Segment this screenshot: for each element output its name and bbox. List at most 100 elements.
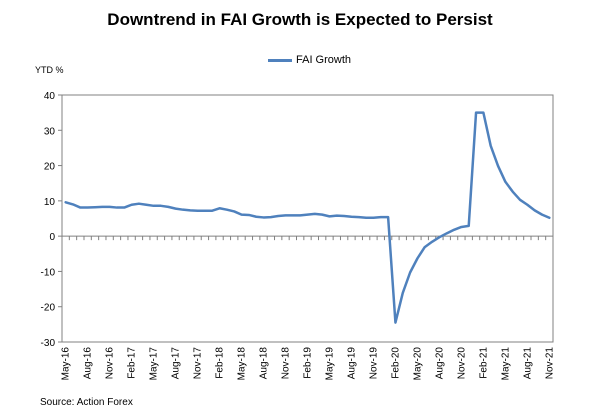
data-point bbox=[270, 216, 272, 218]
series-layer bbox=[64, 111, 551, 324]
data-point bbox=[211, 209, 214, 212]
data-point bbox=[145, 203, 148, 206]
data-point bbox=[94, 206, 96, 209]
data-point bbox=[72, 203, 74, 206]
x-tick-label: Nov-21 bbox=[544, 347, 555, 380]
data-point bbox=[533, 209, 536, 212]
series-line-fai-growth bbox=[64, 111, 551, 324]
data-point bbox=[357, 216, 360, 218]
data-point bbox=[152, 204, 155, 207]
x-tick-label: May-19 bbox=[324, 347, 335, 381]
data-point bbox=[482, 111, 485, 114]
y-tick-label: 30 bbox=[44, 126, 56, 137]
data-point bbox=[416, 257, 419, 260]
data-point bbox=[460, 226, 463, 228]
y-tick-label: 0 bbox=[49, 232, 55, 243]
x-tick-label: May-18 bbox=[237, 347, 248, 381]
x-tick-label: Nov-17 bbox=[193, 347, 204, 380]
x-tick-label: Nov-19 bbox=[368, 347, 379, 380]
data-point bbox=[497, 165, 499, 167]
y-tick-label: -20 bbox=[41, 303, 56, 314]
data-point bbox=[445, 232, 448, 235]
x-tick-label: Feb-18 bbox=[215, 347, 226, 379]
data-point bbox=[174, 207, 177, 210]
data-point bbox=[79, 206, 82, 209]
legend-label-fai-growth: FAI Growth bbox=[296, 54, 352, 66]
data-point bbox=[292, 214, 294, 217]
data-point bbox=[431, 240, 433, 243]
x-tick-label: Feb-21 bbox=[478, 347, 489, 379]
data-point bbox=[138, 202, 140, 205]
data-point bbox=[130, 203, 133, 206]
data-point bbox=[328, 215, 331, 218]
x-tick-label: Aug-16 bbox=[83, 347, 94, 380]
tick-labels: 40 30 20 10 0 -10 -20 -30 May-16 Aug-16 Nov-16 Feb-… bbox=[41, 91, 556, 380]
data-point bbox=[475, 111, 477, 114]
data-point bbox=[438, 236, 441, 239]
data-point bbox=[64, 201, 67, 204]
y-tick-label: 40 bbox=[44, 91, 56, 102]
x-tick-label: Aug-19 bbox=[346, 347, 357, 380]
chart-title: Downtrend in FAI Growth is Expected to P… bbox=[107, 10, 493, 29]
data-point bbox=[365, 216, 367, 219]
data-point bbox=[314, 213, 316, 215]
x-tick-label: Aug-18 bbox=[259, 347, 270, 380]
data-point bbox=[196, 209, 199, 212]
x-tick-label: Nov-16 bbox=[105, 347, 116, 380]
data-point bbox=[379, 216, 382, 218]
data-point bbox=[101, 206, 104, 208]
data-point bbox=[394, 321, 397, 324]
data-point bbox=[387, 216, 389, 218]
x-tick-label: Aug-17 bbox=[171, 347, 182, 380]
data-point bbox=[511, 190, 514, 193]
data-point bbox=[409, 271, 411, 274]
y-tick-label: -30 bbox=[41, 338, 56, 349]
x-tick-label: May-21 bbox=[500, 347, 511, 381]
x-tick-label: May-20 bbox=[412, 347, 423, 381]
data-point bbox=[299, 214, 301, 217]
source-note: Source: Action Forex bbox=[40, 397, 133, 408]
data-point bbox=[182, 208, 184, 211]
data-point bbox=[116, 206, 118, 209]
x-tick-label: Feb-19 bbox=[303, 347, 314, 379]
x-tick-label: Nov-18 bbox=[281, 347, 292, 380]
legend-swatch-fai-growth bbox=[268, 58, 292, 62]
data-point bbox=[336, 214, 338, 217]
data-point bbox=[343, 215, 345, 217]
y-tick-label: 10 bbox=[44, 197, 56, 208]
y-axis-unit-label: YTD % bbox=[35, 65, 64, 75]
y-tick-label: 20 bbox=[44, 162, 56, 173]
data-point bbox=[108, 206, 111, 208]
legend: FAI Growth bbox=[268, 54, 351, 66]
data-point bbox=[255, 215, 258, 218]
data-point bbox=[321, 213, 323, 216]
x-tick-label: Feb-20 bbox=[390, 347, 401, 379]
data-point bbox=[240, 213, 243, 216]
data-point bbox=[401, 292, 404, 294]
data-point bbox=[167, 206, 170, 208]
x-tick-label: Feb-17 bbox=[127, 347, 138, 379]
data-point bbox=[277, 215, 279, 217]
x-tick-label: Aug-20 bbox=[434, 347, 445, 380]
data-point bbox=[262, 216, 265, 219]
axes bbox=[58, 94, 554, 343]
data-point bbox=[372, 216, 375, 219]
data-point bbox=[350, 215, 353, 218]
data-point bbox=[526, 203, 529, 206]
data-point bbox=[467, 225, 470, 227]
data-point bbox=[306, 213, 309, 216]
x-tick-label: Aug-21 bbox=[522, 347, 533, 380]
data-point bbox=[226, 208, 228, 211]
data-point bbox=[218, 207, 221, 210]
data-point bbox=[548, 216, 551, 219]
data-point bbox=[86, 206, 89, 209]
y-tick-label: -10 bbox=[41, 267, 56, 278]
data-point bbox=[204, 209, 206, 212]
data-point bbox=[519, 198, 521, 201]
data-point bbox=[541, 213, 543, 216]
plot-area-border bbox=[61, 94, 554, 343]
data-point bbox=[123, 206, 126, 209]
data-point bbox=[248, 214, 250, 216]
data-point bbox=[453, 228, 455, 231]
